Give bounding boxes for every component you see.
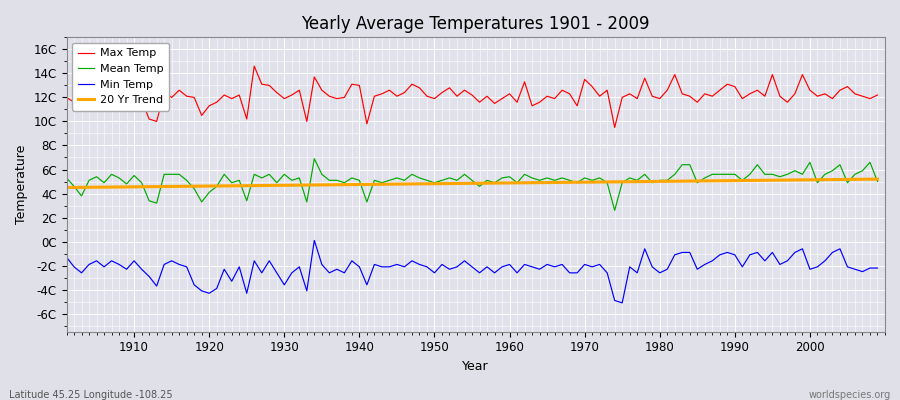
Max Temp [872, 93, 883, 98]
Min Temp [309, 238, 320, 243]
Mean Temp [609, 208, 620, 213]
Line: Mean Temp: Mean Temp [67, 159, 878, 210]
Mean Temp [61, 176, 72, 180]
Min Temp [616, 300, 627, 305]
Line: 20 Yr Trend: 20 Yr Trend [67, 179, 878, 188]
Max Temp [249, 64, 260, 68]
Max Temp [61, 95, 72, 100]
Max Temp [602, 88, 613, 93]
20 Yr Trend [594, 180, 605, 184]
Min Temp [602, 270, 613, 275]
Title: Yearly Average Temperatures 1901 - 2009: Yearly Average Temperatures 1901 - 2009 [302, 15, 650, 33]
Mean Temp [512, 180, 523, 185]
Max Temp [504, 92, 515, 96]
20 Yr Trend [497, 181, 508, 186]
Y-axis label: Temperature: Temperature [15, 145, 28, 224]
Min Temp [872, 266, 883, 270]
Min Temp [339, 270, 350, 275]
Line: Max Temp: Max Temp [67, 66, 878, 128]
Text: Latitude 45.25 Longitude -108.25: Latitude 45.25 Longitude -108.25 [9, 390, 173, 400]
Min Temp [122, 267, 132, 272]
Max Temp [294, 88, 305, 93]
Mean Temp [286, 178, 297, 183]
Mean Temp [602, 180, 613, 185]
20 Yr Trend [331, 182, 342, 187]
Min Temp [61, 255, 72, 260]
X-axis label: Year: Year [463, 360, 489, 373]
Mean Temp [309, 156, 320, 161]
Mean Temp [504, 174, 515, 179]
20 Yr Trend [61, 185, 72, 190]
Text: worldspecies.org: worldspecies.org [809, 390, 891, 400]
Line: Min Temp: Min Temp [67, 240, 878, 303]
Max Temp [512, 100, 523, 105]
Max Temp [339, 95, 350, 100]
Mean Temp [339, 180, 350, 185]
Legend: Max Temp, Mean Temp, Min Temp, 20 Yr Trend: Max Temp, Mean Temp, Min Temp, 20 Yr Tre… [72, 43, 169, 111]
Mean Temp [872, 179, 883, 184]
Min Temp [512, 270, 523, 275]
20 Yr Trend [504, 180, 515, 185]
20 Yr Trend [872, 177, 883, 182]
Mean Temp [122, 182, 132, 186]
20 Yr Trend [286, 183, 297, 188]
Min Temp [286, 270, 297, 275]
Max Temp [122, 101, 132, 106]
Min Temp [504, 262, 515, 267]
Max Temp [609, 125, 620, 130]
20 Yr Trend [122, 184, 132, 189]
